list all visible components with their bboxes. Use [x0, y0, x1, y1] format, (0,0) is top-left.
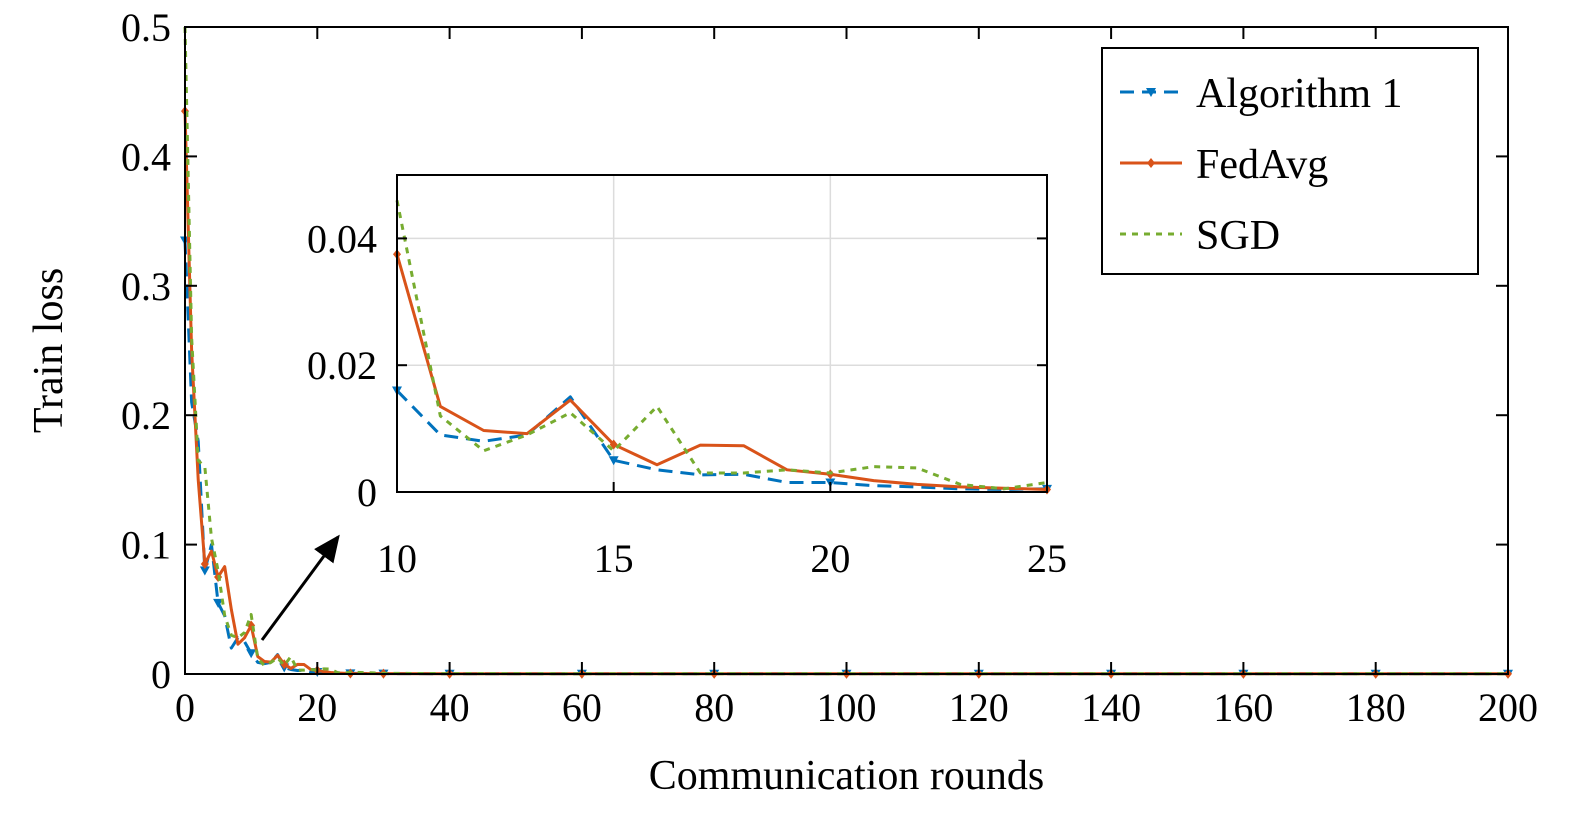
main-xtick-label: 0	[175, 685, 195, 730]
main-ytick-label: 0.1	[121, 523, 171, 568]
legend: Algorithm 1 FedAvg SGD	[1101, 47, 1479, 275]
main-series-sgd	[183, 26, 1508, 676]
inset-plot-area	[397, 175, 1047, 492]
main-xtick-label: 20	[297, 685, 337, 730]
zoom-arrow	[260, 534, 340, 641]
main-marker-algorithm-1	[213, 598, 224, 608]
main-ytick-label: 0.3	[121, 264, 171, 309]
inset-series-sgd	[395, 200, 1048, 491]
inset-xtick-label: 25	[1027, 536, 1067, 581]
main-xtick-label: 180	[1346, 685, 1406, 730]
inset-plot: 10 15 20 25 0 0.02 0.04	[307, 174, 1067, 581]
main-xtick-label: 140	[1081, 685, 1141, 730]
legend-label-sgd: SGD	[1196, 213, 1280, 259]
main-xtick-label: 80	[694, 685, 734, 730]
main-ytick-label: 0.2	[121, 393, 171, 438]
main-xtick-label: 100	[817, 685, 877, 730]
main-xtick-label: 120	[949, 685, 1009, 730]
inset-ytick-label: 0	[357, 470, 377, 515]
main-marker-algorithm-1	[246, 649, 257, 659]
main-x-axis-label: Communication rounds	[649, 753, 1044, 799]
main-ytick-label: 0	[151, 652, 171, 697]
main-xtick-label: 40	[430, 685, 470, 730]
inset-ytick-label: 0.04	[307, 216, 377, 261]
main-ytick-label: 0.5	[121, 5, 171, 50]
main-xtick-label: 200	[1478, 685, 1538, 730]
legend-box	[1101, 47, 1479, 275]
legend-label-algorithm-1: Algorithm 1	[1196, 71, 1403, 117]
main-ytick-label: 0.4	[121, 134, 171, 179]
inset-marker-algorithm-1	[608, 456, 619, 466]
main-marker-algorithm-1	[199, 566, 210, 576]
legend-marker-fedavg	[1147, 158, 1155, 168]
main-marker-fedavg	[200, 559, 209, 570]
legend-label-fedavg: FedAvg	[1196, 142, 1328, 188]
inset-xtick-label: 15	[594, 536, 634, 581]
inset-xtick-label: 10	[377, 536, 417, 581]
inset-ytick-label: 0.02	[307, 343, 377, 388]
inset-series-fedavg	[395, 253, 1048, 491]
main-xtick-label: 60	[562, 685, 602, 730]
legend-marker-algorithm-1	[1146, 88, 1156, 97]
main-y-axis-label: Train loss	[26, 268, 72, 433]
inset-frame	[396, 174, 1048, 493]
main-xtick-label: 160	[1213, 685, 1273, 730]
inset-xtick-label: 20	[810, 536, 850, 581]
